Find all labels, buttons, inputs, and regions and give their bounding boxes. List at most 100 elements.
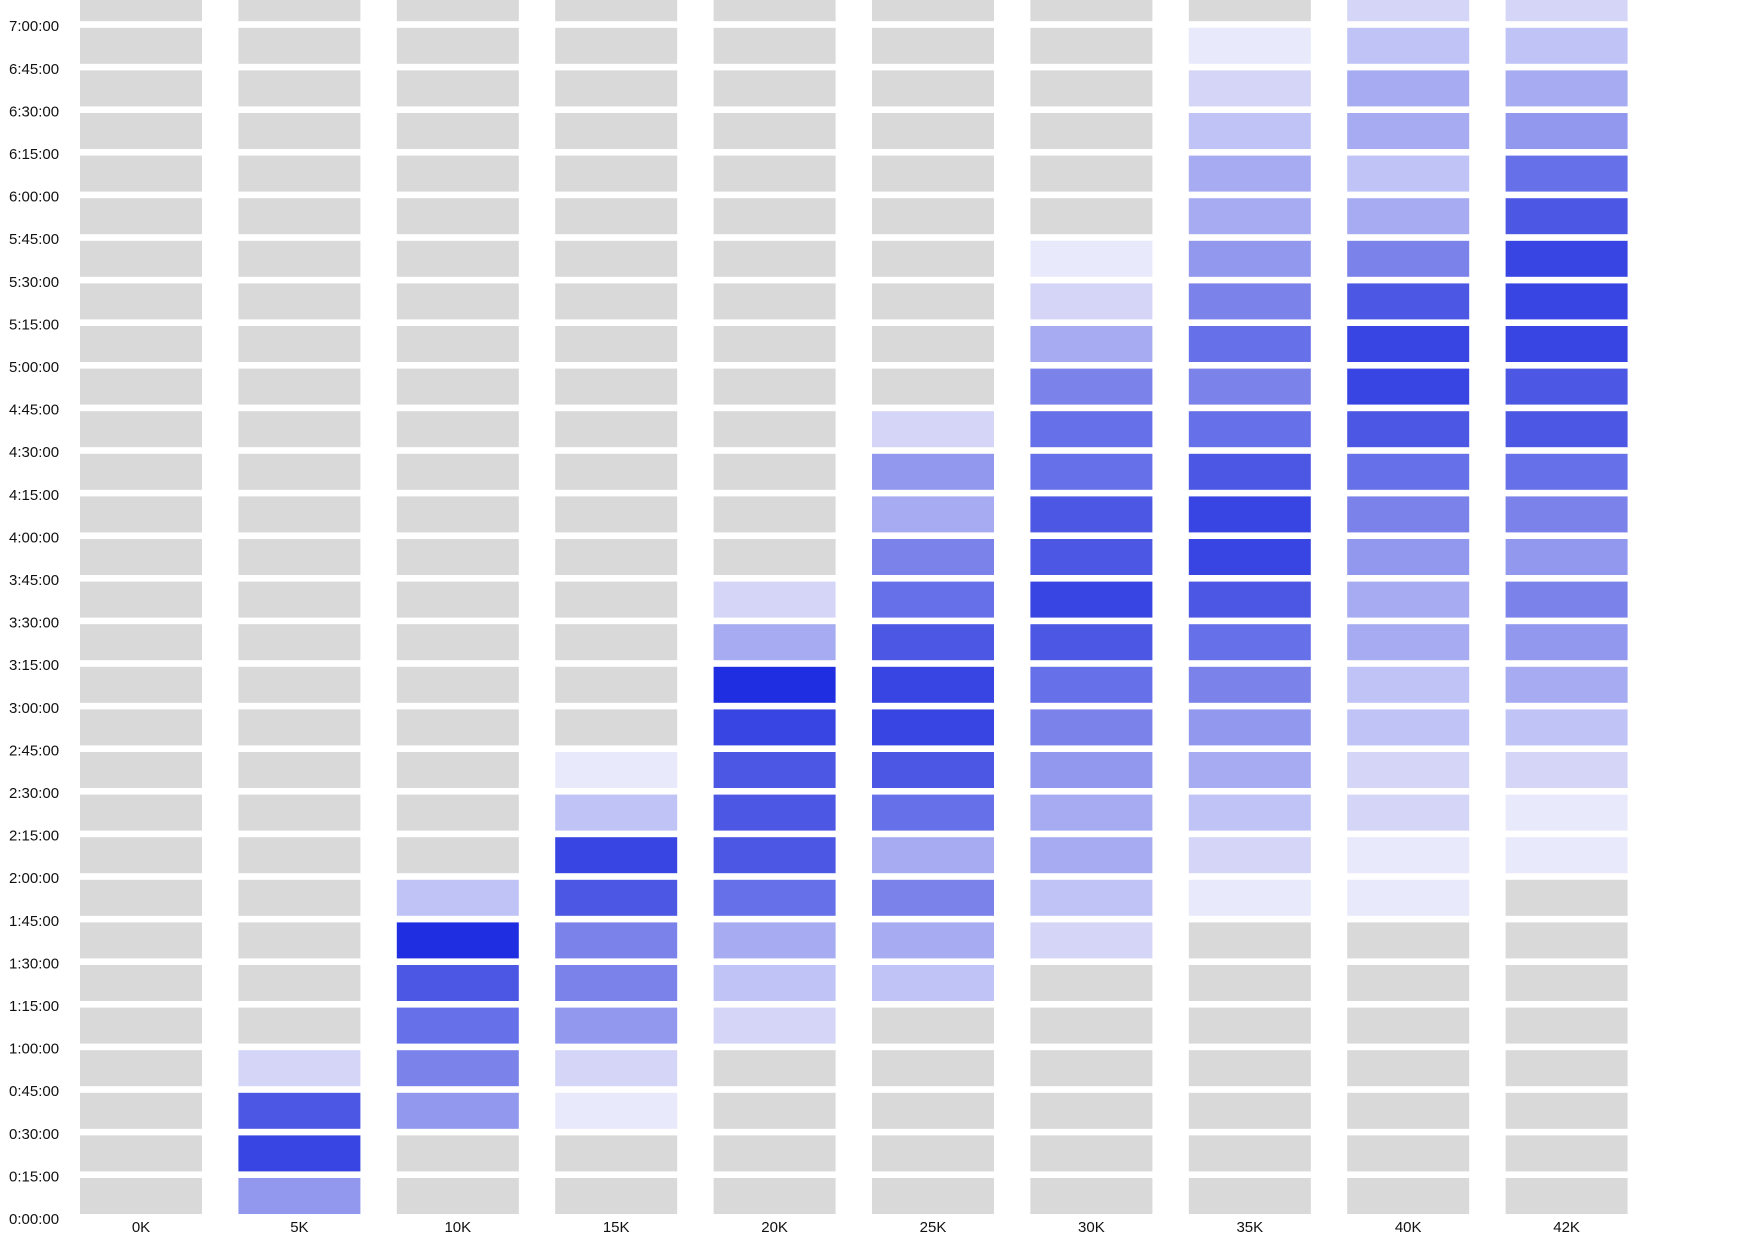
heat-cell	[1505, 283, 1628, 320]
y-tick-label: 4:45:00	[9, 402, 59, 419]
heat-cell	[1347, 368, 1470, 405]
heat-cell	[872, 539, 994, 575]
heat-cell	[1030, 539, 1153, 575]
heat-cell	[872, 1050, 994, 1087]
heat-cell	[238, 155, 361, 192]
heat-cell	[80, 411, 202, 448]
heat-cell	[1505, 879, 1628, 916]
heat-cell	[238, 624, 361, 661]
y-tick-label: 3:30:00	[9, 615, 59, 632]
heat-cell	[872, 624, 994, 661]
heat-cell	[80, 837, 202, 874]
heat-cell	[1347, 1135, 1470, 1172]
heat-cell	[1030, 496, 1153, 533]
heat-cell	[238, 965, 361, 1001]
heat-cell	[872, 752, 994, 788]
heat-cell	[713, 1178, 836, 1214]
heat-cell	[1030, 1050, 1153, 1087]
heat-cell	[1505, 70, 1628, 107]
heat-cell	[1188, 27, 1311, 64]
y-tick-label: 1:00:00	[9, 1041, 59, 1058]
heat-cell	[80, 752, 202, 788]
heat-cell	[555, 326, 678, 362]
heat-cell	[713, 0, 836, 22]
heat-cell	[555, 581, 678, 618]
heat-cell	[555, 368, 678, 405]
heat-cell	[1505, 198, 1628, 235]
heat-cell	[80, 1092, 202, 1129]
heat-cell	[713, 1007, 836, 1044]
heat-cell	[238, 922, 361, 959]
heat-cell	[1030, 411, 1153, 448]
heat-cell	[1030, 1178, 1153, 1214]
heat-cell	[555, 1050, 678, 1087]
heat-cell	[80, 581, 202, 618]
heat-cell	[713, 837, 836, 874]
heat-cell	[80, 0, 202, 22]
heat-cell	[872, 581, 994, 618]
heat-cell	[396, 70, 519, 107]
y-tick-label: 6:30:00	[9, 103, 59, 120]
y-tick-label: 4:00:00	[9, 529, 59, 546]
heat-cell	[1030, 27, 1153, 64]
heat-cell	[396, 0, 519, 22]
heat-cell	[1030, 879, 1153, 916]
heat-cell	[1030, 155, 1153, 192]
heat-cell	[80, 240, 202, 277]
heat-cell	[555, 752, 678, 788]
heat-cell	[1505, 1007, 1628, 1044]
heat-cell	[713, 794, 836, 831]
y-tick-label: 1:30:00	[9, 955, 59, 972]
heat-cell	[713, 113, 836, 149]
heat-cell	[396, 965, 519, 1001]
heat-cell	[555, 1178, 678, 1214]
heat-cell	[713, 752, 836, 788]
heat-cell	[80, 709, 202, 746]
heat-cell	[238, 1007, 361, 1044]
y-tick-label: 4:30:00	[9, 444, 59, 461]
heat-cell	[396, 837, 519, 874]
y-tick-label: 0:45:00	[9, 1083, 59, 1100]
heat-cell	[872, 0, 994, 22]
heat-cell	[1347, 965, 1470, 1001]
heat-cell	[396, 922, 519, 959]
heat-cell	[713, 155, 836, 192]
heat-cell	[238, 198, 361, 235]
heat-cell	[872, 794, 994, 831]
heat-cell	[1030, 581, 1153, 618]
y-tick-label: 0:00:00	[9, 1211, 59, 1228]
x-tick-label: 10K	[444, 1219, 471, 1236]
heat-cell	[1188, 326, 1311, 362]
heat-cell	[238, 70, 361, 107]
heat-cell	[396, 368, 519, 405]
heat-cell	[1188, 752, 1311, 788]
heat-cell	[713, 326, 836, 362]
heat-cell	[238, 1178, 361, 1214]
heat-cell	[396, 794, 519, 831]
heat-cell	[1505, 965, 1628, 1001]
heat-cell	[396, 1007, 519, 1044]
heat-cell	[396, 198, 519, 235]
heat-cell	[1347, 240, 1470, 277]
heat-cell	[1188, 794, 1311, 831]
heat-cell	[396, 496, 519, 533]
heat-cell	[1505, 1135, 1628, 1172]
heat-cell	[1505, 752, 1628, 788]
heat-cell	[713, 709, 836, 746]
heat-cell	[1347, 879, 1470, 916]
heat-cell	[713, 496, 836, 533]
y-tick-label: 2:15:00	[9, 828, 59, 845]
heat-cell	[1030, 240, 1153, 277]
heat-cell	[555, 965, 678, 1001]
heat-cell	[1030, 113, 1153, 149]
heat-cell	[1188, 879, 1311, 916]
heat-cell	[713, 1135, 836, 1172]
heat-cell	[1347, 752, 1470, 788]
x-tick-label: 25K	[920, 1219, 947, 1236]
heat-cell	[238, 113, 361, 149]
heat-cell	[1505, 709, 1628, 746]
heat-cell	[555, 1007, 678, 1044]
heat-cell	[1188, 709, 1311, 746]
heat-cell	[80, 624, 202, 661]
heat-cell	[1188, 666, 1311, 703]
